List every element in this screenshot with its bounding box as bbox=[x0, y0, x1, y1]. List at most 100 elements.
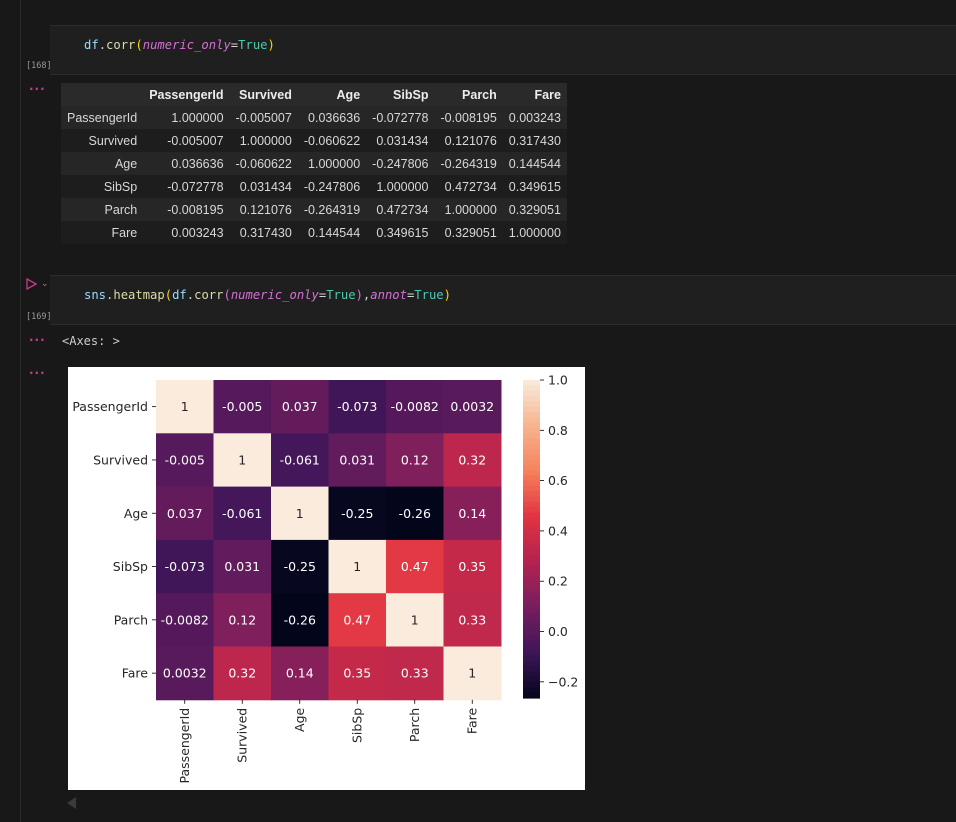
heatmap-cell bbox=[213, 486, 272, 541]
heatmap-annotation: 0.35 bbox=[343, 666, 371, 681]
colorbar-segment bbox=[523, 560, 540, 567]
chevron-down-icon[interactable]: ⌄ bbox=[41, 279, 49, 289]
table-cell: -0.005007 bbox=[235, 110, 292, 125]
column-header: Fare bbox=[502, 83, 567, 106]
colorbar-segment bbox=[523, 486, 540, 492]
table-row: Fare 0.003243 0.317430 0.144544 0.349615 0.32… bbox=[61, 221, 567, 244]
colorbar-segment bbox=[523, 528, 540, 535]
table-cell: 1.000000 bbox=[508, 225, 561, 240]
table-cell: 0.031434 bbox=[239, 179, 292, 194]
table-cell: 0.472734 bbox=[376, 202, 429, 217]
colorbar-segment bbox=[523, 660, 540, 667]
colorbar-segment bbox=[523, 671, 540, 678]
heatmap-cell bbox=[328, 646, 387, 701]
y-tick-label: Age bbox=[124, 506, 148, 521]
code-editor[interactable]: df.corr(numeric_only=True) bbox=[84, 38, 275, 52]
heatmap-annotation: 1 bbox=[181, 399, 189, 414]
heatmap-cell bbox=[156, 433, 214, 488]
colorbar-segment bbox=[523, 448, 540, 455]
colorbar-segment bbox=[523, 586, 540, 593]
colorbar-segment bbox=[523, 655, 540, 662]
code-cell-168[interactable]: df.corr(numeric_only=True) bbox=[50, 25, 956, 75]
colorbar-segment bbox=[523, 565, 540, 572]
table-row: Age 0.036636 -0.060622 1.000000 -0.247806 -0.… bbox=[61, 152, 567, 175]
heatmap-annotation: 0.47 bbox=[401, 559, 429, 574]
run-cell-button[interactable] bbox=[26, 277, 38, 294]
row-header: Age bbox=[114, 156, 138, 171]
table-cell: 1.000000 bbox=[308, 156, 361, 171]
table-cell: -0.060622 bbox=[235, 156, 292, 171]
table-cell: 0.329051 bbox=[444, 225, 497, 240]
output-actions-button[interactable]: ··· bbox=[29, 333, 46, 347]
heatmap-cell bbox=[156, 486, 214, 541]
table-cell: -0.264319 bbox=[440, 156, 497, 171]
heatmap-cell bbox=[156, 380, 214, 434]
colorbar-tick-label: −0.2 bbox=[548, 674, 578, 689]
heatmap-cell bbox=[328, 486, 387, 541]
row-header: PassengerId bbox=[67, 110, 138, 125]
table-cell: 0.003243 bbox=[508, 110, 561, 125]
heatmap-annotation: 0.0032 bbox=[163, 666, 207, 681]
colorbar-segment bbox=[523, 475, 540, 482]
heatmap-annotation: 0.47 bbox=[343, 612, 371, 627]
caret-left-icon[interactable] bbox=[67, 797, 76, 809]
play-icon[interactable] bbox=[26, 277, 38, 291]
heatmap-cell bbox=[443, 646, 502, 701]
table-corner bbox=[61, 83, 144, 106]
heatmap-annotation: 0.12 bbox=[401, 452, 429, 467]
y-tick-label: Fare bbox=[122, 666, 149, 681]
colorbar-segment bbox=[523, 507, 540, 514]
table-cell: 0.031434 bbox=[376, 133, 429, 148]
colorbar-segment bbox=[523, 443, 540, 450]
table-cell: 0.349615 bbox=[376, 225, 429, 240]
heatmap-cell bbox=[213, 593, 272, 647]
heatmap-annotation: -0.073 bbox=[165, 559, 205, 574]
colorbar-segment bbox=[523, 517, 540, 524]
table-cell: 0.317430 bbox=[508, 133, 561, 148]
colorbar-segment bbox=[523, 390, 540, 397]
heatmap-cell bbox=[156, 593, 214, 647]
code-editor[interactable]: sns.heatmap(df.corr(numeric_only=True),a… bbox=[84, 288, 451, 302]
colorbar-segment bbox=[523, 666, 540, 673]
heatmap-annotation: 0.35 bbox=[458, 559, 486, 574]
colorbar-segment bbox=[523, 687, 540, 694]
heatmap-cell bbox=[386, 380, 444, 434]
colorbar-tick-label: 0.6 bbox=[548, 473, 568, 488]
execution-count: [168] bbox=[26, 61, 52, 71]
code-cell-169[interactable]: sns.heatmap(df.corr(numeric_only=True),a… bbox=[50, 275, 956, 325]
colorbar-segment bbox=[523, 438, 540, 445]
x-tick-label: Parch bbox=[407, 708, 422, 742]
table-cell: 0.003243 bbox=[171, 225, 224, 240]
table-cell: 0.329051 bbox=[508, 202, 561, 217]
heatmap-chart: 1 -0.005 0.037 -0.073 -0.0082 0.0032 -0.005 1 -0… bbox=[72, 373, 578, 784]
colorbar-segment bbox=[523, 634, 540, 641]
colorbar-segment bbox=[523, 576, 540, 582]
colorbar-segment bbox=[523, 650, 540, 657]
colorbar-segment bbox=[523, 470, 540, 476]
colorbar-segment bbox=[523, 533, 540, 540]
heatmap-cell bbox=[213, 380, 272, 434]
colorbar-segment bbox=[523, 645, 540, 651]
heatmap-annotation: -0.25 bbox=[341, 506, 373, 521]
table-cell: 0.036636 bbox=[308, 110, 361, 125]
y-tick-label: SibSp bbox=[113, 559, 148, 574]
table-cell: 1.000000 bbox=[171, 110, 224, 125]
output-actions-button[interactable]: ··· bbox=[29, 82, 46, 96]
colorbar-segment bbox=[523, 417, 540, 423]
correlation-table: PassengerId Survived Age SibSp Parch Far… bbox=[61, 83, 567, 244]
heatmap-annotation: -0.061 bbox=[280, 452, 320, 467]
colorbar-tick-label: 0.2 bbox=[548, 574, 568, 589]
table-cell: -0.008195 bbox=[440, 110, 497, 125]
table-row: SibSp -0.072778 0.031434 -0.247806 1.000000 0… bbox=[61, 175, 567, 198]
colorbar-segment bbox=[523, 613, 540, 620]
heatmap-annotation: 1 bbox=[468, 666, 476, 681]
heatmap-cell bbox=[328, 380, 387, 434]
table-cell: -0.072778 bbox=[167, 179, 224, 194]
row-header: Parch bbox=[104, 202, 138, 217]
heatmap-cell bbox=[328, 539, 387, 594]
colorbar-segment bbox=[523, 427, 540, 434]
colorbar-segment bbox=[523, 682, 540, 688]
column-header: PassengerId bbox=[143, 83, 230, 106]
colorbar-segment bbox=[523, 406, 540, 413]
output-actions-button[interactable]: ··· bbox=[29, 366, 46, 380]
